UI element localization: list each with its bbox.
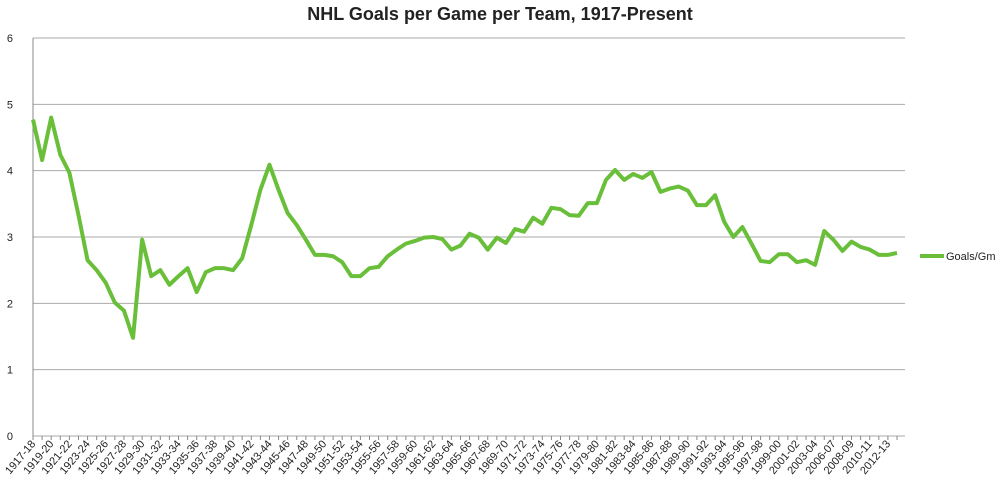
- y-tick-label: 4: [7, 166, 13, 178]
- y-tick-label: 3: [7, 232, 13, 244]
- y-tick-label: 1: [7, 365, 13, 377]
- chart-title: NHL Goals per Game per Team, 1917-Presen…: [307, 4, 693, 24]
- data-line: [31, 115, 898, 340]
- legend-label: Goals/Gm: [946, 251, 996, 263]
- y-tick-label: 6: [7, 33, 13, 45]
- y-tick-label: 0: [7, 431, 13, 443]
- y-tick-label: 5: [7, 99, 13, 111]
- y-tick-label: 2: [7, 298, 13, 310]
